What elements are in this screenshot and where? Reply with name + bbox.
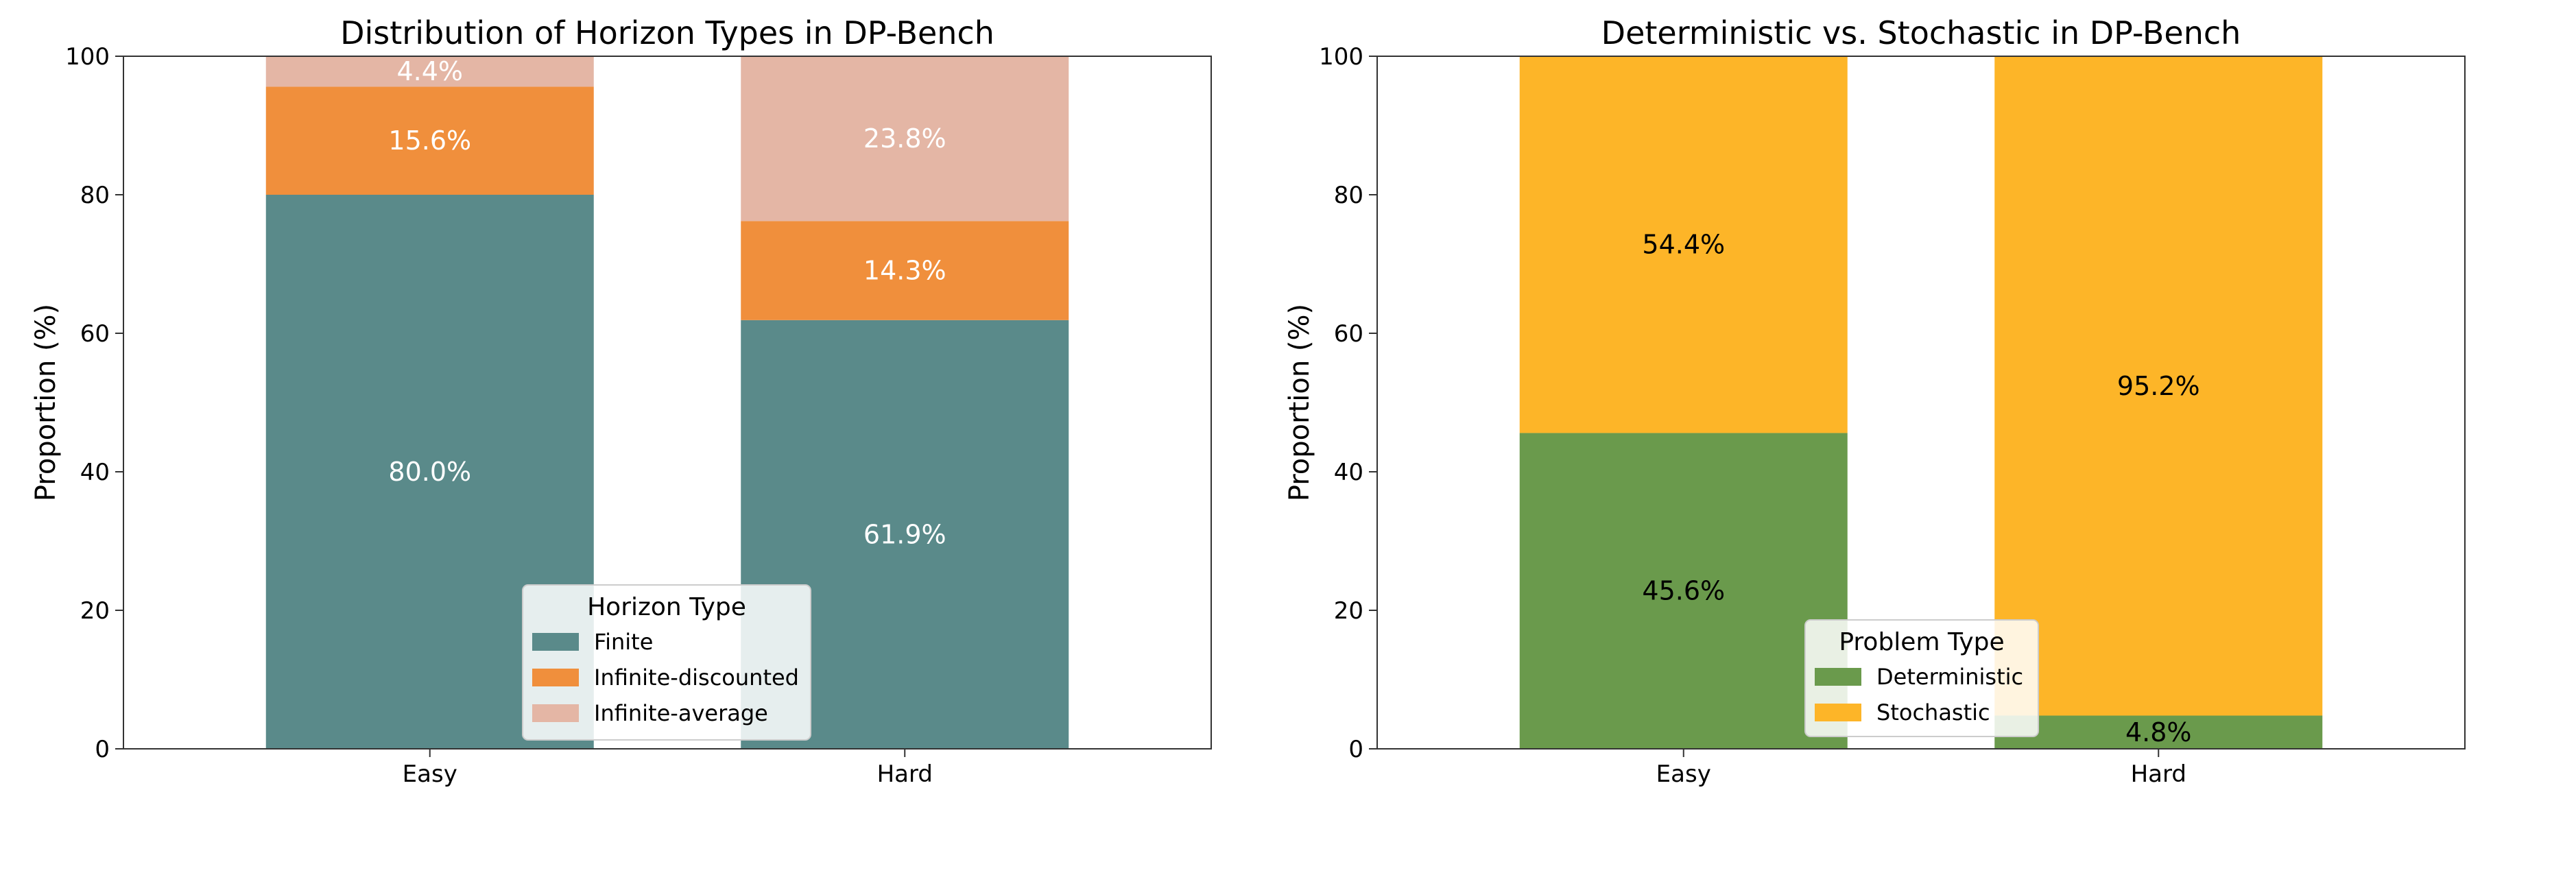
- y-tick-label: 80: [80, 182, 110, 209]
- y-tick-label: 100: [65, 43, 110, 71]
- data-label: 4.4%: [396, 56, 463, 86]
- legend-entry: Finite: [594, 629, 653, 655]
- legend-swatch: [532, 633, 579, 651]
- legend-swatch: [1815, 668, 1861, 686]
- y-tick-label: 60: [80, 320, 110, 348]
- chart-panel-2: Deterministic vs. Stochastic in DP-Bench…: [1284, 14, 2466, 788]
- y-tick-label: 20: [1334, 597, 1363, 625]
- data-label: 23.8%: [863, 123, 946, 154]
- data-label: 54.4%: [1642, 230, 1725, 260]
- x-tick-label: Hard: [2131, 760, 2186, 788]
- bar-hard-infinite-average: [741, 56, 1069, 221]
- legend-entry: Infinite-discounted: [594, 664, 799, 691]
- data-label: 15.6%: [388, 125, 471, 156]
- chart-title: Deterministic vs. Stochastic in DP-Bench: [1601, 14, 2241, 51]
- y-tick-label: 40: [1334, 459, 1363, 486]
- y-tick-label: 60: [1334, 320, 1363, 348]
- legend-box: [1804, 619, 2039, 737]
- x-tick-label: Easy: [403, 760, 457, 788]
- legend-entry: Infinite-average: [594, 700, 768, 726]
- y-axis-label: Proportion (%): [1284, 304, 1315, 501]
- x-tick-label: Easy: [1656, 760, 1711, 788]
- legend-entry: Deterministic: [1876, 664, 2023, 690]
- bar-hard-deterministic: [1994, 715, 2323, 749]
- chart-panel-1: Distribution of Horizon Types in DP-Benc…: [30, 14, 1212, 788]
- y-tick-label: 40: [80, 459, 110, 486]
- y-tick-label: 0: [1348, 736, 1363, 763]
- data-label: 45.6%: [1642, 576, 1725, 606]
- bar-easy-stochastic: [1519, 56, 1848, 433]
- legend-swatch: [532, 669, 579, 686]
- legend-title: Problem Type: [1839, 628, 2004, 656]
- legend-swatch: [532, 704, 579, 722]
- plot-frame: [123, 56, 1212, 750]
- y-tick-label: 80: [1334, 182, 1363, 209]
- legend-box: [522, 584, 811, 741]
- legend-entry: Stochastic: [1876, 699, 1990, 726]
- bar-easy-infinite-average: [265, 56, 594, 87]
- data-label: 61.9%: [863, 519, 946, 549]
- bar-hard-stochastic: [1994, 56, 2323, 716]
- y-axis-label: Proportion (%): [30, 304, 62, 501]
- data-label: 80.0%: [388, 457, 471, 487]
- legend-swatch: [1815, 704, 1861, 721]
- chart-title: Distribution of Horizon Types in DP-Benc…: [340, 14, 994, 51]
- bar-easy-deterministic: [1519, 433, 1848, 749]
- y-tick-label: 20: [80, 597, 110, 625]
- bar-easy-infinite-discounted: [265, 86, 594, 195]
- data-label: 95.2%: [2117, 371, 2200, 401]
- legend-title: Horizon Type: [587, 593, 746, 621]
- y-tick-label: 100: [1319, 43, 1363, 71]
- x-tick-label: Hard: [877, 760, 933, 788]
- data-label: 14.3%: [863, 256, 946, 286]
- legend: Horizon Type Finite Infinite-discounted Inf…: [522, 584, 811, 741]
- plot-frame: [1376, 56, 2466, 750]
- data-label: 4.8%: [2125, 717, 2192, 747]
- bar-hard-infinite-discounted: [741, 221, 1069, 320]
- y-tick-label: 0: [95, 736, 110, 763]
- legend: Problem Type Deterministic Stochastic: [1804, 619, 2039, 737]
